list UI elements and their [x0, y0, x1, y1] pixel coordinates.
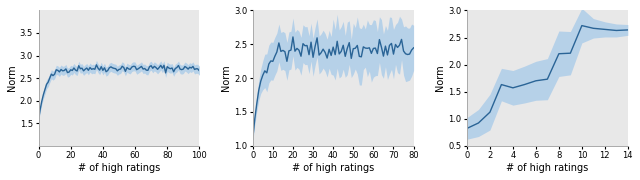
Y-axis label: Norm: Norm — [7, 65, 17, 91]
X-axis label: # of high ratings: # of high ratings — [292, 163, 374, 173]
Text: $\mathbf{(a)}$  $\mathit{MovieLens-20m}$: $\mathbf{(a)}$ $\mathit{MovieLens-20m}$ — [61, 178, 177, 180]
X-axis label: # of high ratings: # of high ratings — [78, 163, 160, 173]
Y-axis label: Norm: Norm — [221, 65, 231, 91]
Text: $\mathbf{(b)}$  $\mathit{Epinions}$: $\mathbf{(b)}$ $\mathit{Epinions}$ — [299, 178, 368, 180]
Text: $\mathbf{(c)}$  $\mathit{Amazon's\ All\ Beauty}$: $\mathbf{(c)}$ $\mathit{Amazon's\ All\ B… — [482, 178, 612, 180]
X-axis label: # of high ratings: # of high ratings — [506, 163, 589, 173]
Y-axis label: Norm: Norm — [435, 65, 445, 91]
